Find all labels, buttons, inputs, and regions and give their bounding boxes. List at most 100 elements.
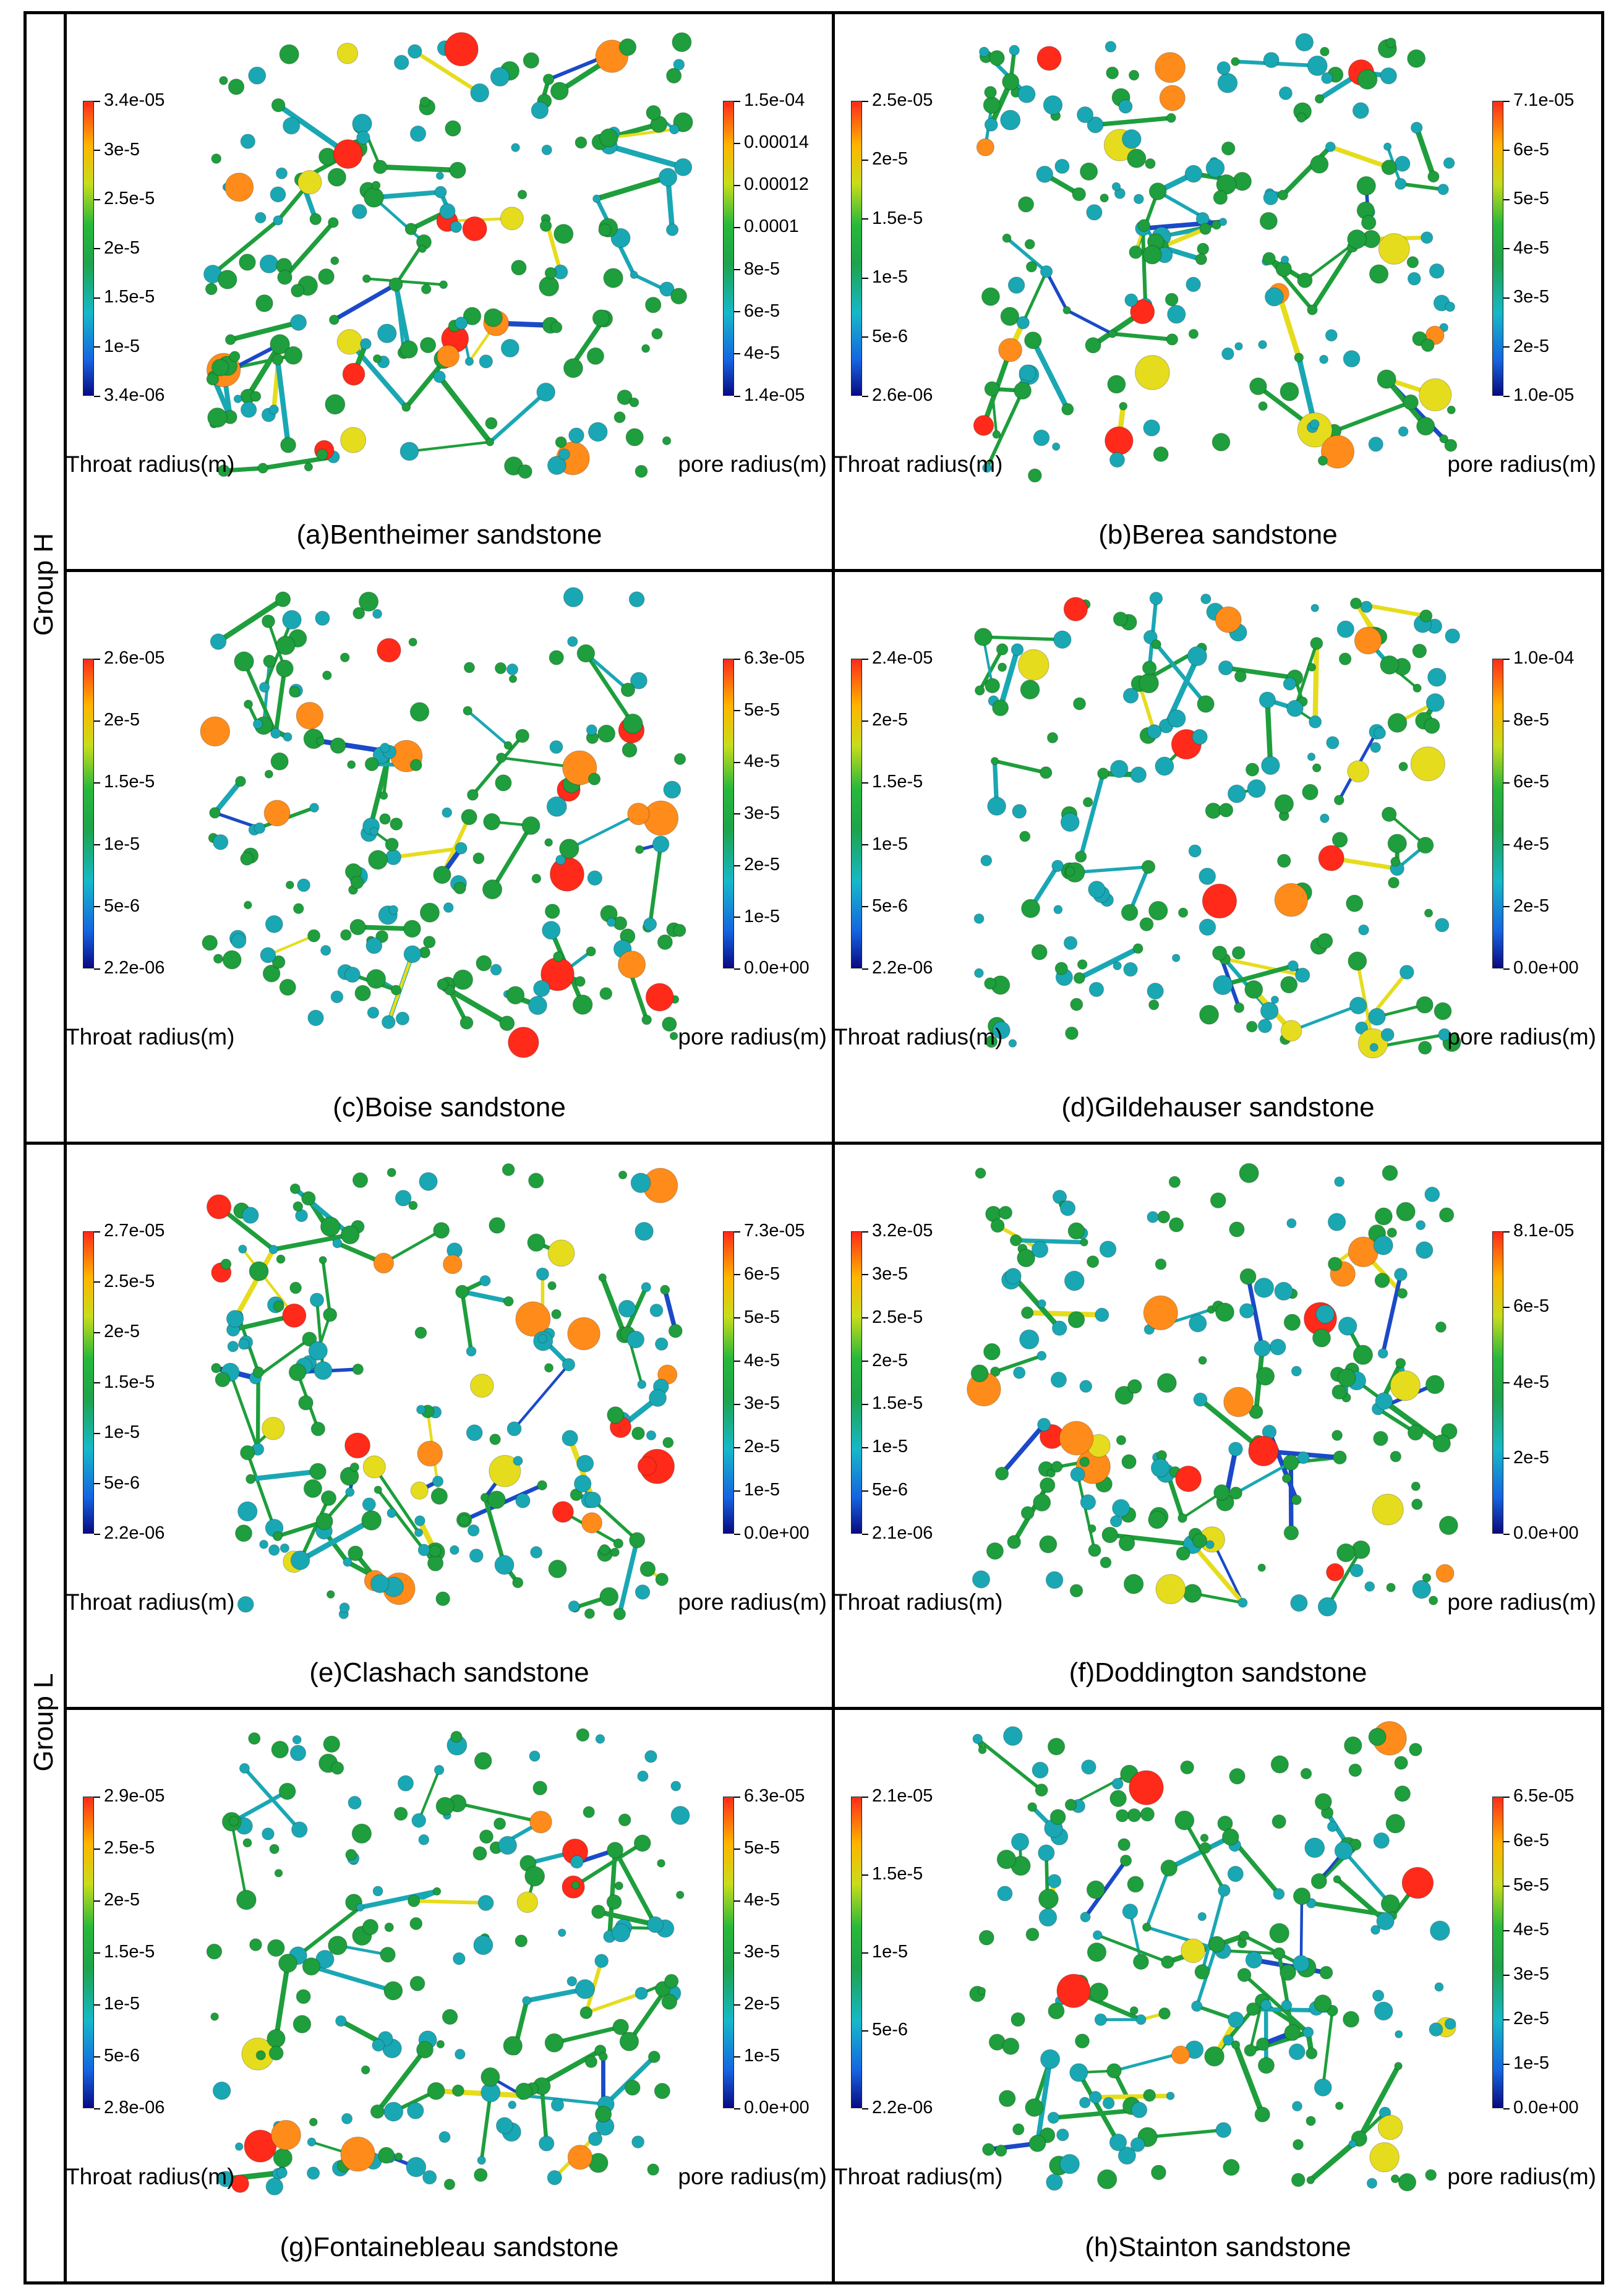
pore-node <box>1256 2037 1270 2051</box>
pore-node <box>293 2015 312 2033</box>
pore-node <box>206 1194 232 1220</box>
pore-node <box>1310 604 1319 612</box>
pore-node <box>1424 908 1434 918</box>
pore-node <box>297 878 310 892</box>
pore-node <box>394 2152 403 2161</box>
pore-node <box>249 1261 269 1281</box>
pore-node <box>1215 2122 1232 2139</box>
pore-node <box>1403 394 1419 411</box>
pore-node <box>273 2148 293 2168</box>
pore-node <box>1127 1808 1142 1823</box>
pore-node <box>407 2102 424 2119</box>
pore-node <box>990 756 999 766</box>
pore-node <box>1130 2101 1148 2118</box>
pore-node <box>340 929 352 941</box>
pore-node <box>1123 962 1138 977</box>
pore-node <box>1167 709 1186 728</box>
pore-node <box>1048 2002 1065 2020</box>
pore-node <box>296 1989 311 2004</box>
throat-tick-label: 2.2e-06 <box>862 959 933 977</box>
pore-node <box>1237 1597 1248 1608</box>
pore-node <box>358 591 379 612</box>
pore-node <box>670 1780 682 1792</box>
pore-node <box>409 759 422 771</box>
throat-link <box>569 316 607 369</box>
pore-node <box>285 881 294 889</box>
pore-node <box>1200 593 1212 605</box>
pore-network-render-clashach <box>206 1163 683 1621</box>
throat-link <box>394 283 406 354</box>
pore-node <box>1200 1834 1209 1842</box>
pore-node <box>1077 106 1094 124</box>
throat-link <box>232 1789 289 1823</box>
pore-node <box>289 1281 302 1294</box>
pore-node <box>1171 2045 1190 2064</box>
pore-node <box>641 1014 652 1025</box>
throat-link <box>347 339 409 410</box>
pore-node <box>322 670 332 680</box>
pore-node <box>1407 1424 1424 1441</box>
pore-tick-label: 3e-5 <box>734 1395 780 1412</box>
pore-node <box>1331 1430 1343 1441</box>
pore-node <box>1216 61 1231 75</box>
throat-tick-label: 1e-5 <box>94 1995 140 2013</box>
pore-node <box>1011 2012 1025 2027</box>
pore-node <box>586 347 604 365</box>
throat-link <box>1335 1876 1388 1924</box>
throat-link <box>1381 1398 1445 1447</box>
pore-node <box>1002 233 1012 243</box>
pore-node <box>973 415 994 436</box>
pore-tick-label: 0.0e+00 <box>1503 959 1579 977</box>
pore-node <box>1000 109 1021 130</box>
panel-stainton: 2.1e-05 1.5e-5 1e-5 5e-6 2.2e-06 6.5e-05 6e-5 5… <box>835 1710 1601 2281</box>
pore-node <box>455 1284 469 1299</box>
pore-node <box>432 1476 444 1487</box>
pore-node <box>210 633 227 650</box>
pore-node <box>1153 446 1169 462</box>
pore-tick-label: 3e-5 <box>1503 288 1549 306</box>
pore-node <box>515 1301 551 1337</box>
pore-node <box>989 50 1005 66</box>
pore-node <box>977 1987 986 1996</box>
pore-node <box>619 2032 639 2051</box>
pore-node <box>503 741 513 750</box>
pore-tick-label: 6e-5 <box>1503 1297 1549 1315</box>
pore-node <box>416 2041 434 2059</box>
pore-node <box>489 1217 506 1234</box>
pore-node <box>673 753 686 765</box>
pore-node <box>1439 434 1448 443</box>
pore-node <box>1300 1767 1312 1780</box>
pore-node <box>599 1544 610 1555</box>
pore-node <box>970 1364 989 1383</box>
pore-node <box>1047 2111 1060 2124</box>
pore-node <box>1398 426 1409 437</box>
throat-link <box>1110 331 1174 342</box>
pore-node <box>307 2166 320 2180</box>
pore-node <box>529 1750 541 1762</box>
pore-node <box>1111 182 1121 192</box>
pore-node <box>626 1330 645 1349</box>
pore-node <box>630 270 638 279</box>
pore-node <box>309 2118 318 2127</box>
pore-node <box>323 1735 341 1753</box>
pore-node <box>1087 116 1104 134</box>
pore-node <box>228 79 245 95</box>
pore-node <box>1040 265 1053 278</box>
pore-node <box>500 338 519 357</box>
pore-node <box>419 1172 438 1191</box>
throat-link <box>1280 144 1333 198</box>
pore-node <box>282 610 302 630</box>
pore-node <box>1317 455 1328 466</box>
pore-node <box>1409 1743 1422 1756</box>
pore-tick-label: 7.1e-05 <box>1503 92 1574 109</box>
pore-node <box>215 1372 231 1388</box>
pore-node <box>1099 1241 1117 1258</box>
pore-node <box>307 2137 317 2147</box>
pore-node <box>211 1362 221 1374</box>
throat-link <box>1312 641 1320 725</box>
pore-node <box>1156 1373 1177 1393</box>
pore-node <box>474 1751 492 1770</box>
throat-tick-label: 2.1e-05 <box>862 1787 933 1805</box>
pore-node <box>1106 2063 1122 2079</box>
pore-node <box>1148 182 1167 200</box>
